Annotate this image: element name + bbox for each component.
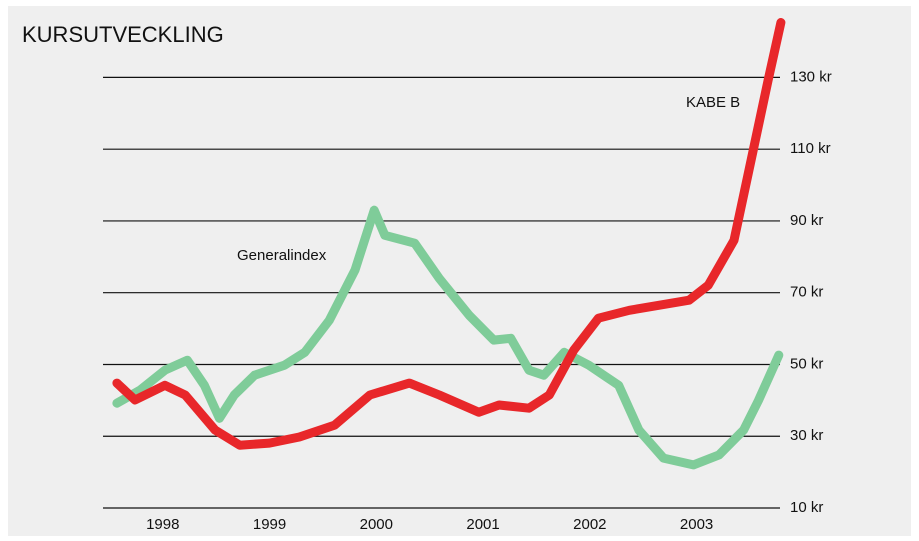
annotation: Generalindex [237,247,327,264]
y-tick-label: 90 kr [790,212,823,229]
chart-title: KURSUTVECKLING [22,22,224,47]
x-tick-label: 1998 [146,516,179,533]
x-tick-label: 2002 [573,516,606,533]
y-tick-label: 30 kr [790,427,823,444]
x-tick-label: 2003 [680,516,713,533]
y-tick-label: 110 kr [790,140,831,157]
line-series [112,205,784,470]
x-tick-label: 1999 [253,516,286,533]
y-tick-label: 50 kr [790,355,823,372]
x-tick-label: 2001 [466,516,499,533]
y-tick-label: 130 kr [790,68,832,85]
line-series [112,18,786,450]
y-tick-label: 70 kr [790,284,823,301]
x-tick-label: 2000 [360,516,393,533]
annotation: KABE B [686,94,740,111]
background [8,6,911,536]
y-tick-label: 10 kr [790,499,823,516]
